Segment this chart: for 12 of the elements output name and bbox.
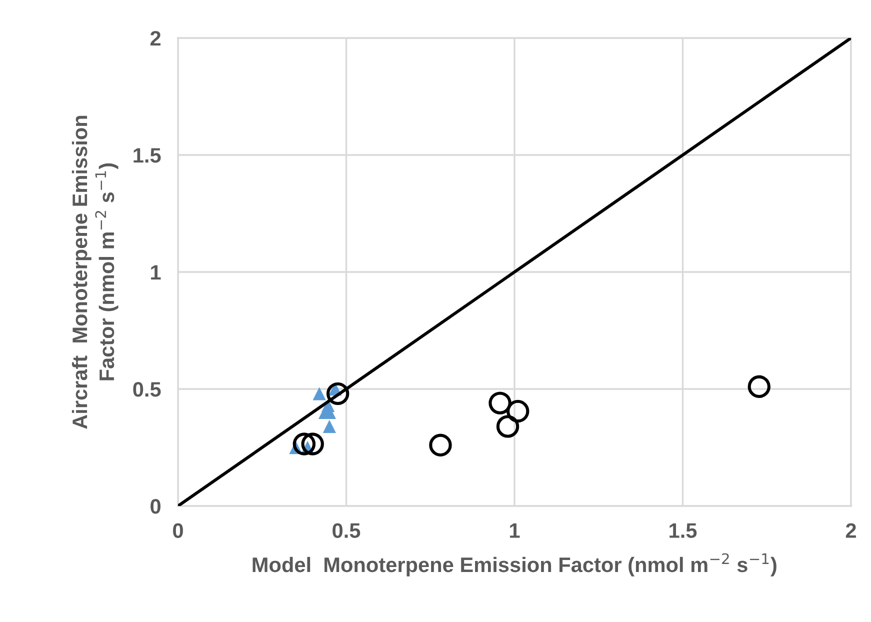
x-tick-label: 0.5	[332, 523, 360, 538]
y-tick-label: 1.5	[134, 148, 161, 163]
y-tick-label: 2	[150, 31, 160, 46]
x-tick-label: 2	[846, 523, 856, 538]
x-tick-label: 1	[510, 523, 520, 538]
y-tick-label: 0	[150, 499, 160, 514]
y-tick-label: 1	[151, 265, 161, 280]
x-tick-label: 1.5	[670, 523, 697, 538]
x-axis-title: Model Monoterpene Emission Factor (nmol m$^{−2}$ s$^{−1}$)	[252, 553, 776, 576]
y-tick-label: 0.5	[133, 382, 161, 397]
x-tick-label: 0	[173, 523, 183, 538]
y-axis-title: Aircraft Monoterpene Emission Factor (nmol m$^{−2}$ s$^{−1}$)	[72, 116, 118, 429]
